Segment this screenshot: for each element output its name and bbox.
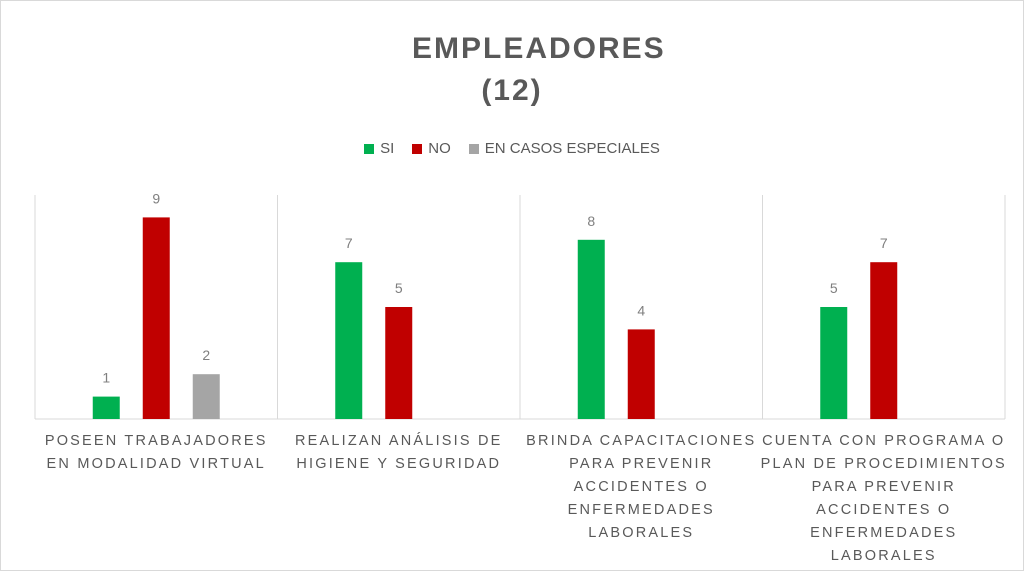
data-label: 1 <box>102 370 110 386</box>
legend-label: SI <box>380 140 395 157</box>
legend-swatch <box>412 143 423 154</box>
data-label: 7 <box>880 235 888 251</box>
bar <box>92 396 120 419</box>
bar <box>820 307 848 419</box>
bar <box>577 239 605 419</box>
bar <box>627 329 655 419</box>
data-label: 8 <box>587 213 595 229</box>
x-tick-label: POSEEN TRABAJADORES EN MODALIDAD VIRTUAL <box>44 433 268 472</box>
legend-swatch <box>364 143 375 154</box>
data-label: 9 <box>152 190 160 206</box>
bar <box>335 262 363 419</box>
legend: SI NO EN CASOS ESPECIALES <box>0 140 1024 157</box>
bar <box>385 307 413 419</box>
data-label: 5 <box>830 280 838 296</box>
legend-label: EN CASOS ESPECIALES <box>484 140 660 157</box>
data-label: 5 <box>395 280 403 296</box>
bar <box>192 374 220 419</box>
bar <box>142 217 170 419</box>
x-tick-label: BRINDA CAPACITACIONES PARA PREVENIR ACCI… <box>526 433 757 541</box>
data-label: 7 <box>345 235 353 251</box>
bar <box>870 262 898 419</box>
x-tick-label: REALIZAN ANÁLISIS DE HIGIENE Y SEGURIDAD <box>294 433 503 472</box>
data-label: 4 <box>637 302 645 318</box>
data-label: 2 <box>202 347 210 363</box>
legend-label: NO <box>428 140 451 157</box>
legend-item: SI <box>364 140 394 157</box>
legend-item: EN CASOS ESPECIALES <box>468 140 660 157</box>
legend-item: NO <box>412 140 451 157</box>
x-tick-label: CUENTA CON PROGRAMA O PLAN DE PROCEDIMIE… <box>760 433 1007 564</box>
legend-swatch <box>468 143 479 154</box>
